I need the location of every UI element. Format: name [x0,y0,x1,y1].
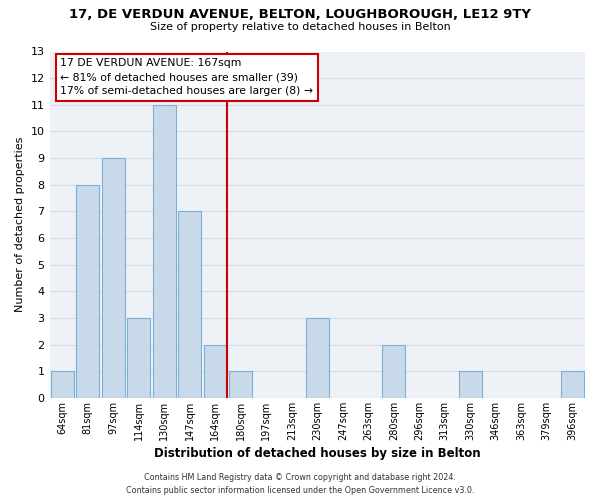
Bar [127,318,150,398]
Bar [153,105,176,398]
Text: Size of property relative to detached houses in Belton: Size of property relative to detached ho… [149,22,451,32]
Bar [229,372,252,398]
Bar [178,212,201,398]
X-axis label: Distribution of detached houses by size in Belton: Distribution of detached houses by size … [154,447,481,460]
Bar [306,318,329,398]
Bar [561,372,584,398]
Bar [204,344,227,398]
Bar [51,372,74,398]
Text: Contains HM Land Registry data © Crown copyright and database right 2024.
Contai: Contains HM Land Registry data © Crown c… [126,473,474,495]
Bar [459,372,482,398]
Bar [76,184,99,398]
Text: 17, DE VERDUN AVENUE, BELTON, LOUGHBOROUGH, LE12 9TY: 17, DE VERDUN AVENUE, BELTON, LOUGHBOROU… [69,8,531,20]
Text: 17 DE VERDUN AVENUE: 167sqm
← 81% of detached houses are smaller (39)
17% of sem: 17 DE VERDUN AVENUE: 167sqm ← 81% of det… [60,58,313,96]
Bar [102,158,125,398]
Y-axis label: Number of detached properties: Number of detached properties [15,137,25,312]
Bar [382,344,405,398]
